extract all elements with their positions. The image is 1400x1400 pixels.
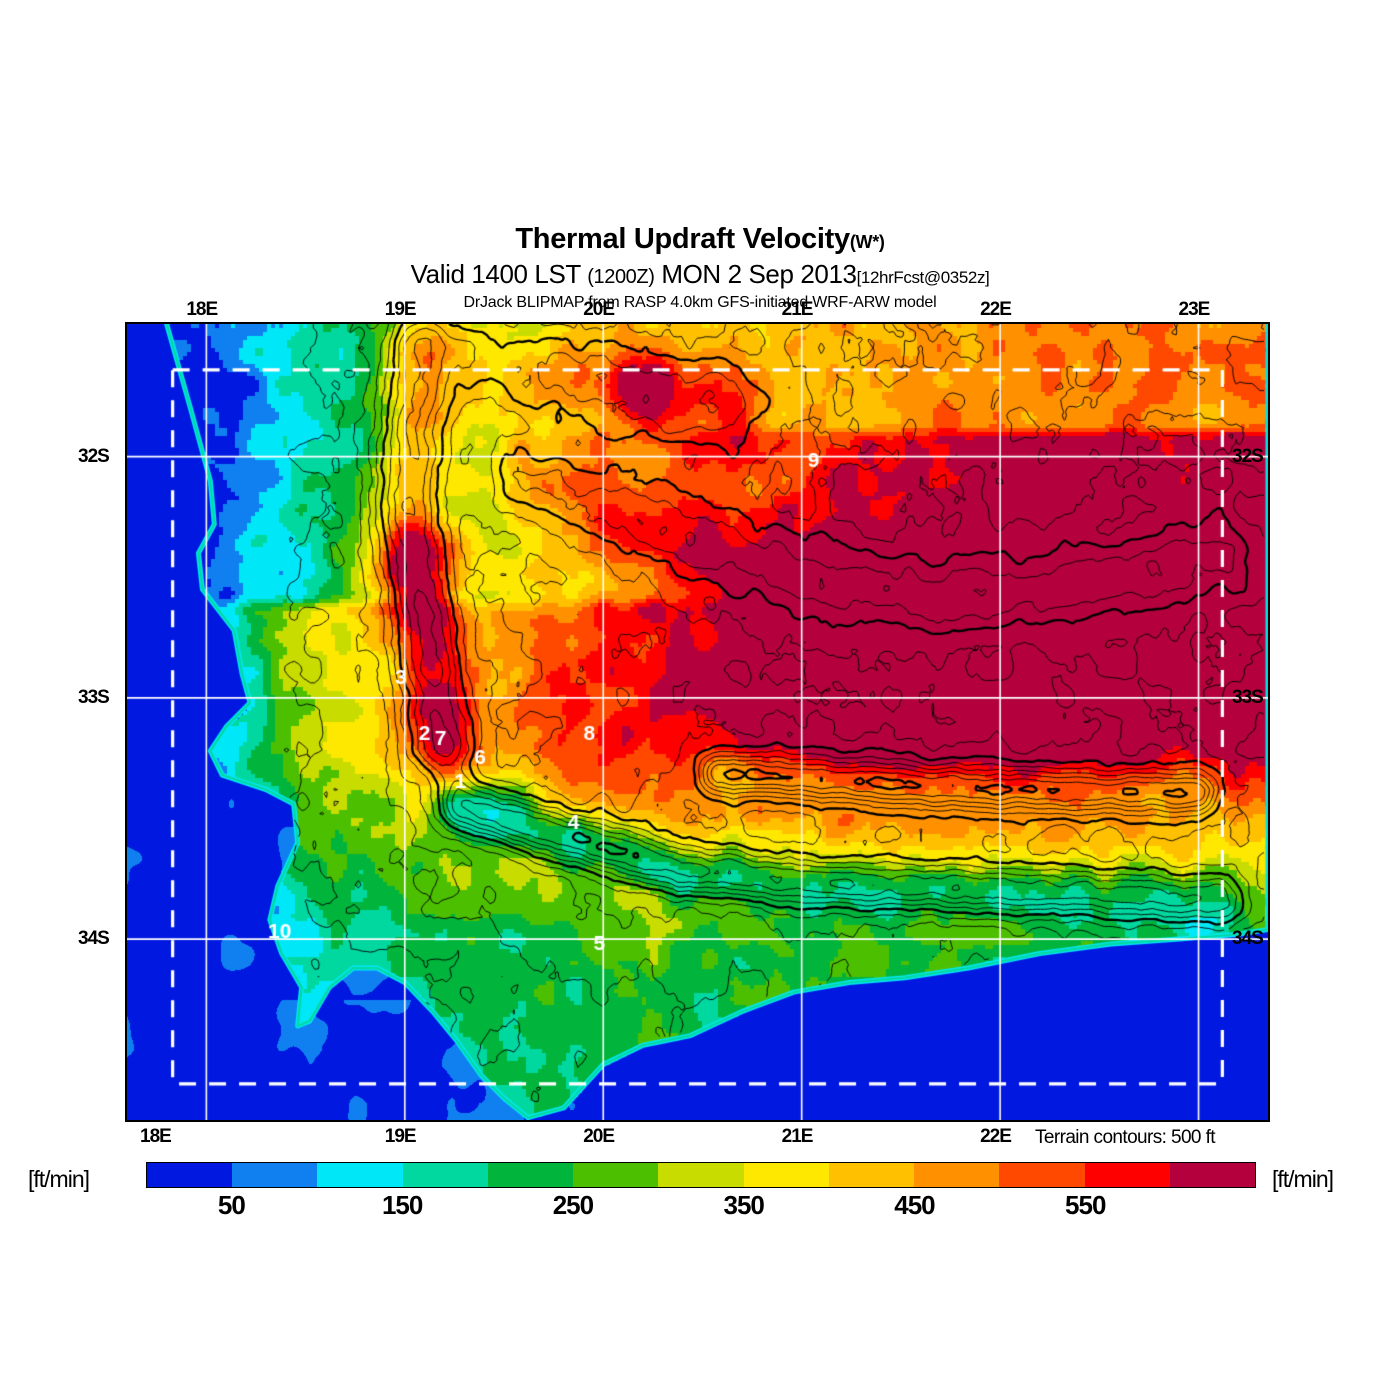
axis-label-bottom-22E: 22E (980, 1126, 1012, 1147)
colorbar-tick-150: 150 (381, 1190, 423, 1220)
axis-label-right-33S: 33S (1232, 686, 1264, 708)
axis-label-left-33S: 33S (78, 686, 110, 708)
axis-label-right-34S: 34S (1232, 928, 1264, 950)
chart-title: Thermal Updraft Velocity(W*) (0, 222, 1400, 259)
axis-label-right-32S: 32S (1232, 445, 1264, 467)
colorbar-band-6 (658, 1163, 744, 1187)
colorbar-tick-250: 250 (552, 1190, 594, 1220)
colorbar-swatches (146, 1162, 1256, 1188)
axis-label-top-23E: 23E (1178, 299, 1211, 320)
title-block: Thermal Updraft Velocity(W*) Valid 1400 … (0, 222, 1400, 313)
colorbar-band-1 (232, 1163, 318, 1187)
forecast-run-tag: [12hrFcst@0352z] (856, 268, 990, 287)
colorbar-band-5 (573, 1163, 659, 1187)
map-plot-area[interactable] (125, 322, 1270, 1122)
colorbar-tick-350: 350 (723, 1190, 764, 1220)
valid-date: MON 2 Sep 2013 (661, 259, 857, 289)
colorbar-band-9 (914, 1163, 1000, 1187)
colorbar-tick-labels: 50 150 250 350 450 550 (146, 1190, 1256, 1224)
title-parameter-symbol: (W*) (849, 232, 885, 252)
colorbar-band-4 (487, 1163, 574, 1187)
colorbar-band-3 (402, 1163, 488, 1187)
valid-time-zulu: (1200Z) (587, 266, 655, 288)
axis-label-top-19E: 19E (384, 299, 417, 320)
axis-label-top-20E: 20E (583, 299, 615, 320)
colorbar-band-7 (743, 1163, 829, 1187)
axis-label-top-21E: 21E (781, 299, 814, 320)
colorbar-band-10 (999, 1163, 1085, 1187)
colorbar-unit-left: [ft/min] (28, 1166, 90, 1192)
axis-label-left-34S: 34S (78, 928, 110, 950)
axis-label-top-18E: 18E (186, 299, 218, 320)
axis-label-left-32S: 32S (78, 445, 110, 467)
axis-label-bottom-19E: 19E (384, 1126, 417, 1147)
colorbar-band-8 (828, 1163, 915, 1187)
thermal-updraft-raster (127, 324, 1268, 1120)
colorbar-band-0 (147, 1163, 233, 1187)
terrain-contour-note: Terrain contours: 500 ft (1035, 1127, 1216, 1148)
axis-label-bottom-20E: 20E (583, 1126, 615, 1147)
model-source-line: DrJack BLIPMAP from RASP 4.0km GFS-initi… (463, 294, 937, 311)
colorbar-band-11 (1084, 1163, 1170, 1187)
valid-time-line: Valid 1400 LST (1200Z) MON 2 Sep 2013[12… (0, 259, 1400, 293)
colorbar-legend: [ft/min] [ft/min] 50 150 250 350 450 550 (0, 1160, 1400, 1230)
colorbar-band-12 (1169, 1163, 1256, 1187)
axis-label-bottom-18E: 18E (140, 1126, 172, 1147)
colorbar-band-2 (317, 1163, 403, 1187)
colorbar-tick-450: 450 (894, 1190, 935, 1220)
axis-label-bottom-21E: 21E (781, 1126, 814, 1147)
valid-time-local: Valid 1400 LST (410, 259, 581, 289)
title-main-text: Thermal Updraft Velocity (515, 223, 850, 255)
colorbar-tick-50: 50 (217, 1190, 246, 1220)
colorbar-unit-right: [ft/min] (1272, 1166, 1334, 1192)
axis-label-top-22E: 22E (980, 299, 1012, 320)
colorbar-tick-550: 550 (1065, 1190, 1106, 1220)
